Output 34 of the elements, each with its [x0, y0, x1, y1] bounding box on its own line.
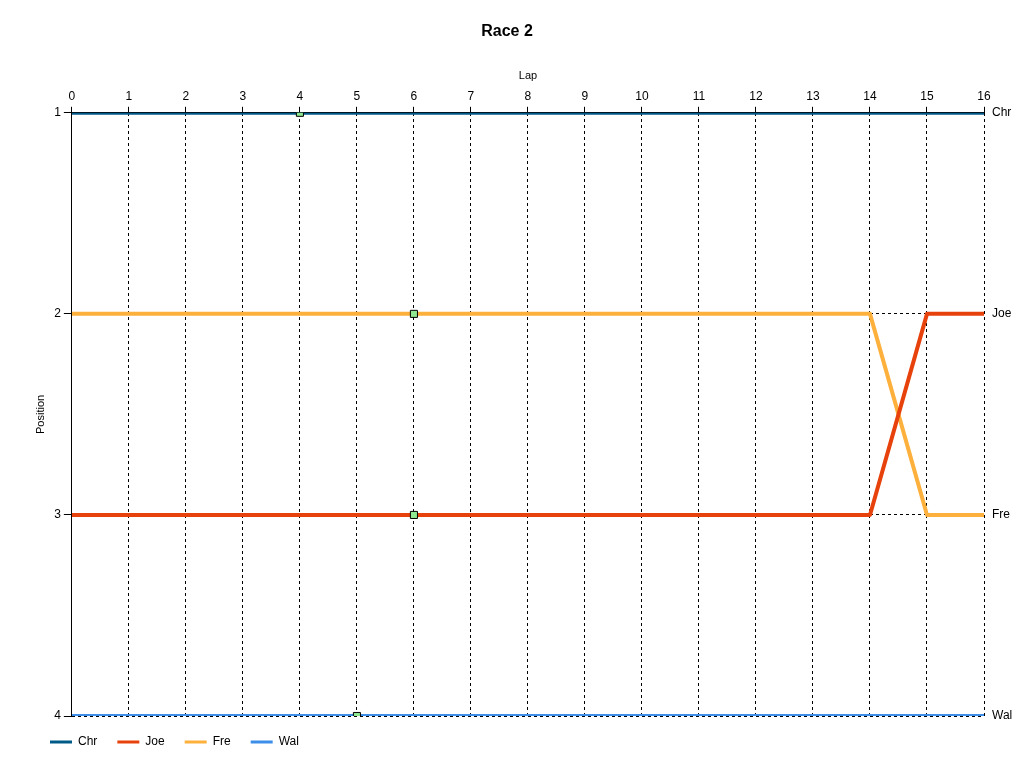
- y-tick-label: 2: [54, 306, 62, 321]
- y-axis-title: Position: [33, 394, 46, 434]
- x-tick-label: 14: [863, 88, 877, 103]
- x-tick-label: 6: [410, 88, 418, 103]
- x-axis-title: Lap: [518, 68, 538, 81]
- x-tick-label: 10: [635, 88, 649, 103]
- y-tick-label: 4: [54, 708, 62, 723]
- x-tick-label: 13: [806, 88, 820, 103]
- y-tick-label: 3: [54, 507, 62, 522]
- text: Joe: [992, 306, 1012, 321]
- legend-label: Wal: [278, 734, 299, 749]
- point: [409, 510, 418, 519]
- x-tick-label: 8: [524, 88, 532, 103]
- x-tick-label: 0: [68, 88, 76, 103]
- legend-label: Fre: [212, 734, 232, 749]
- x-tick-label: 11: [692, 88, 706, 103]
- x-tick-label: 15: [920, 88, 934, 103]
- x-tick-label: 12: [749, 88, 763, 103]
- text: Chr: [992, 105, 1012, 120]
- x-tick-label: 1: [125, 88, 133, 103]
- chart-title: Race 2: [481, 22, 533, 40]
- x-tick-label: 9: [581, 88, 589, 103]
- x-tick-label: 16: [977, 88, 991, 103]
- point: [409, 309, 418, 318]
- text: Wal: [992, 708, 1013, 723]
- x-tick-label: 5: [353, 88, 361, 103]
- legend-label: Joe: [145, 734, 166, 749]
- x-tick-label: 4: [296, 88, 304, 103]
- x-tick-label: 3: [239, 88, 247, 103]
- y-tick-label: 1: [54, 105, 62, 120]
- x-tick-label: 2: [182, 88, 190, 103]
- x-tick-label: 7: [467, 88, 475, 103]
- legend-label: Chr: [78, 734, 98, 749]
- text: Fre: [992, 507, 1010, 522]
